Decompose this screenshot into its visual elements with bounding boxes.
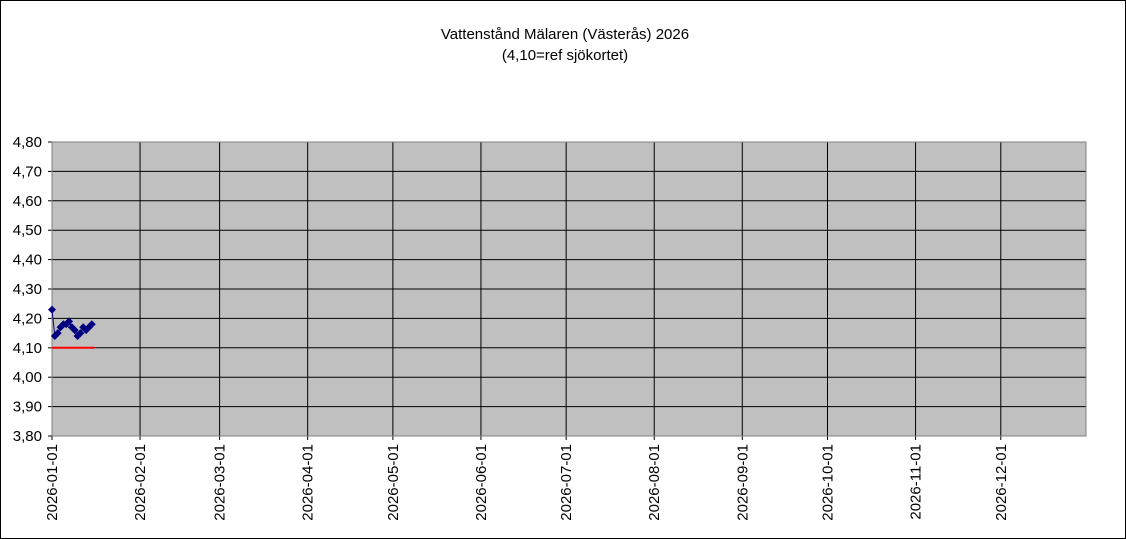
y-tick-label: 3,80 (13, 428, 42, 445)
y-tick-label: 4,80 (13, 134, 42, 151)
x-tick-label: 2026-01-01 (44, 444, 61, 521)
y-tick-label: 3,90 (13, 399, 42, 416)
y-tick-label: 4,20 (13, 310, 42, 327)
x-tick-label: 2026-05-01 (385, 444, 402, 521)
data-point (76, 329, 85, 338)
chart-title: Vattenstånd Mälaren (Västerås) 2026 (441, 26, 689, 43)
x-tick-label: 2026-03-01 (212, 444, 229, 521)
x-tick-label: 2026-04-01 (300, 444, 317, 521)
data-point (70, 326, 79, 335)
y-tick-label: 4,70 (13, 163, 42, 180)
y-tick-label: 4,10 (13, 340, 42, 357)
data-point (53, 329, 62, 338)
data-point (48, 305, 56, 314)
y-tick-label: 4,00 (13, 369, 42, 386)
x-tick-label: 2026-12-01 (993, 444, 1010, 521)
plot-frame (51, 141, 1087, 437)
x-tick-label: 2026-11-01 (908, 444, 925, 520)
y-tick-label: 4,40 (13, 252, 42, 269)
x-tick-label: 2026-07-01 (558, 444, 575, 521)
chart-subtitle: (4,10=ref sjökortet) (502, 47, 628, 64)
data-point (65, 317, 74, 326)
data-point (56, 323, 65, 332)
y-tick-label: 4,30 (13, 281, 42, 298)
y-tick-label: 4,50 (13, 222, 42, 239)
x-tick-label: 2026-09-01 (734, 444, 751, 521)
y-tick-label: 4,60 (13, 193, 42, 210)
data-point (87, 320, 96, 329)
x-tick-label: 2026-10-01 (820, 444, 837, 521)
x-tick-label: 2026-08-01 (646, 444, 663, 521)
x-tick-label: 2026-02-01 (132, 444, 149, 521)
x-tick-label: 2026-06-01 (473, 444, 490, 521)
